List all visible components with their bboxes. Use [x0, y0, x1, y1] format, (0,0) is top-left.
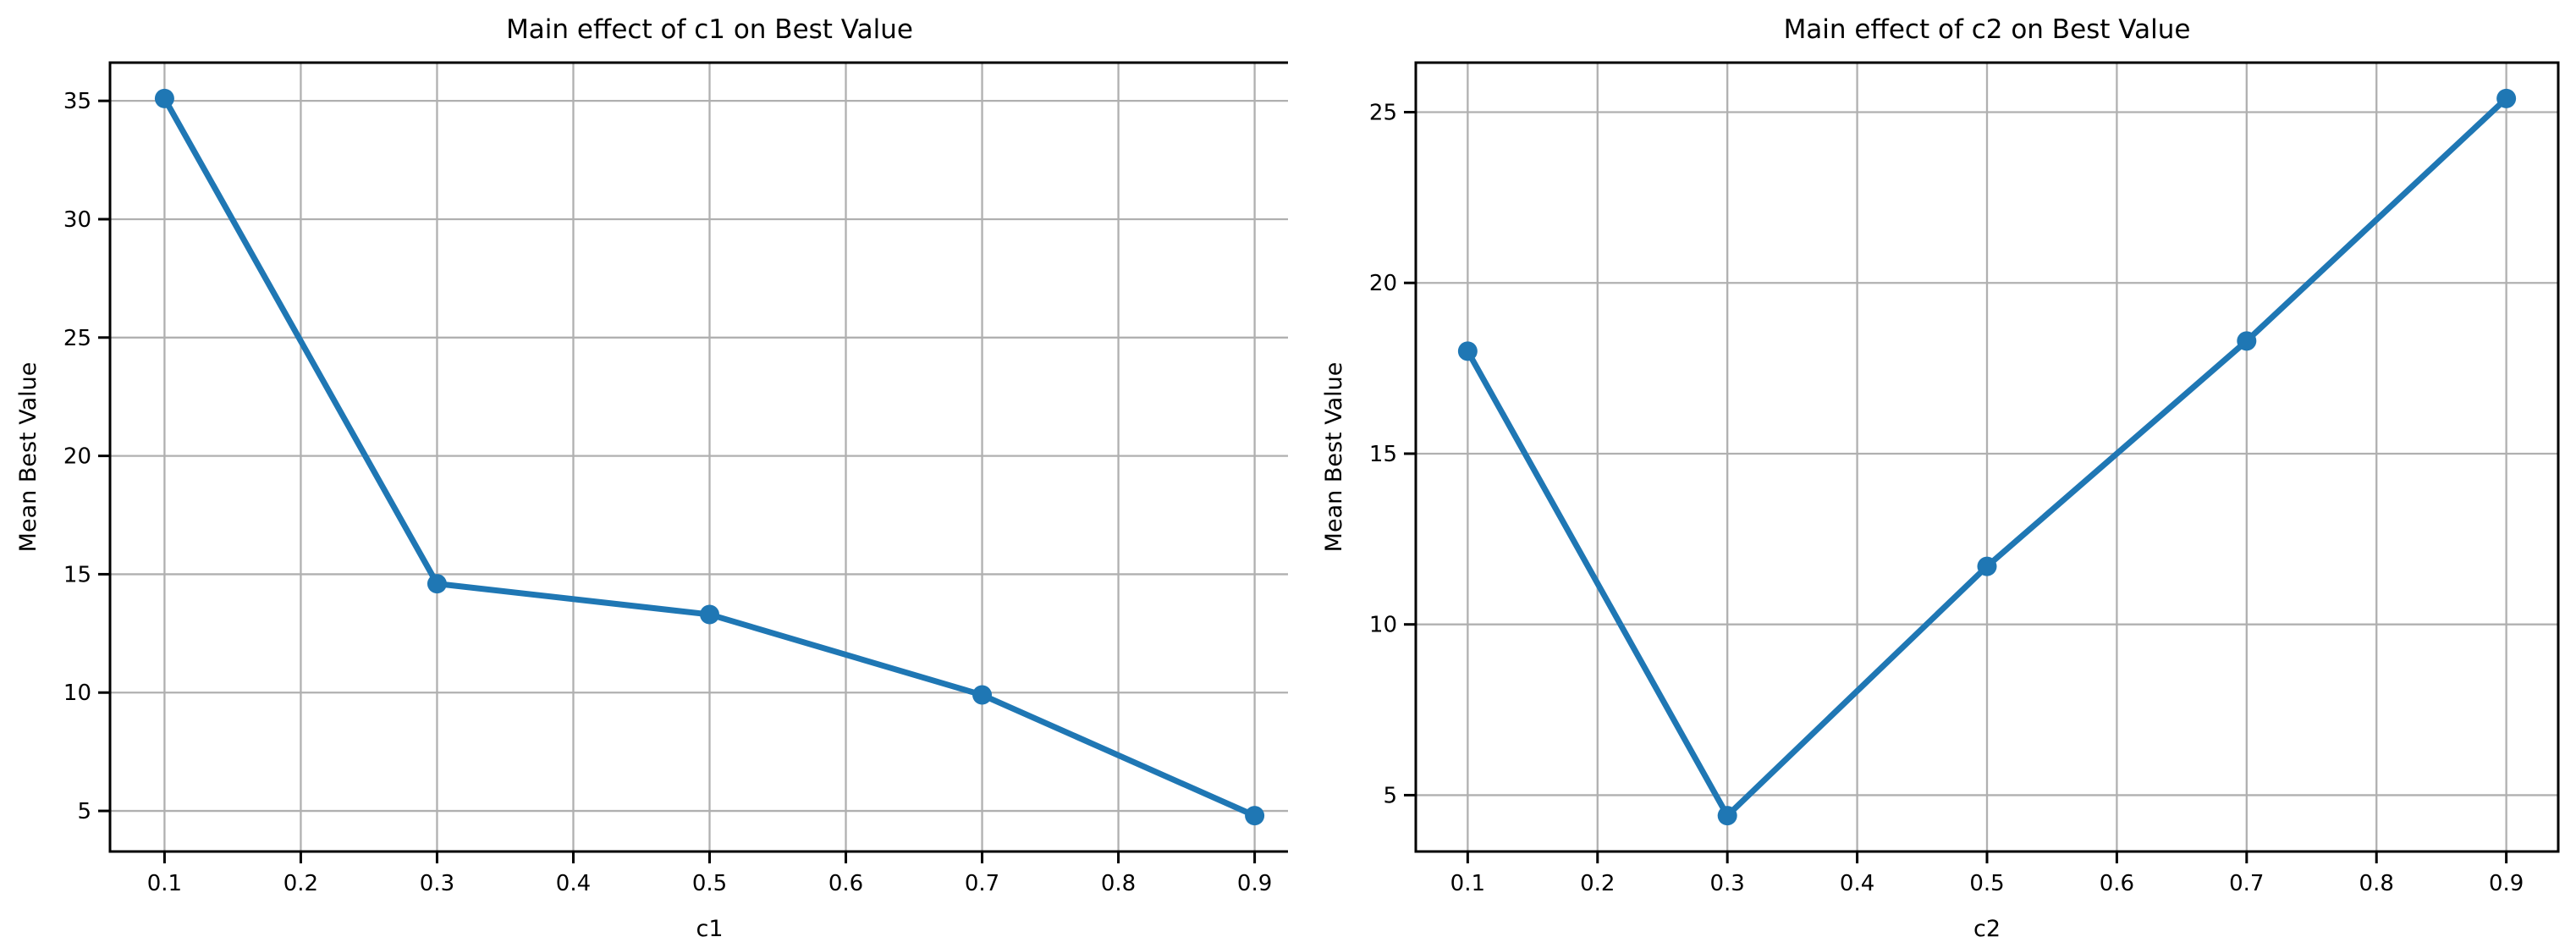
y-tick-label: 25: [63, 326, 91, 351]
y-tick-label: 20: [63, 444, 91, 470]
chart-c1: 0.1 0.2 0.3 0.4 0.5 0.6 0.7 0.8 0.9 5 10 15 20 25 30 35…: [15, 14, 1288, 942]
data-point-marker: [2496, 88, 2517, 108]
x-tick-label: 0.7: [2229, 871, 2264, 896]
x-tick-label: 0.4: [1840, 871, 1874, 896]
data-point-marker: [427, 574, 447, 594]
axis-title: Main effect of c1 on Best Value: [506, 14, 913, 45]
y-tick-label: 30: [63, 207, 91, 233]
x-tick-label: 0.5: [692, 871, 727, 896]
x-tick-label: 0.9: [2489, 871, 2524, 896]
y-tick-label: 15: [63, 562, 91, 587]
x-tick-label: 0.2: [283, 871, 318, 896]
axes-frame: [108, 61, 1288, 853]
y-tick-label: 5: [1383, 783, 1397, 808]
y-tick-label: 20: [1369, 271, 1397, 296]
x-tick-label: 0.9: [1237, 871, 1272, 896]
subplot-c1: 0.1 0.2 0.3 0.4 0.5 0.6 0.7 0.8 0.9 5 10 15 20 25 30 35…: [15, 14, 1288, 942]
x-tick-label: 0.1: [1450, 871, 1485, 896]
data-point-marker: [700, 604, 719, 625]
x-tick-label: 0.3: [420, 871, 454, 896]
x-tick-label: 0.7: [965, 871, 999, 896]
y-tick-label: 5: [77, 799, 91, 824]
x-tick-label: 0.4: [556, 871, 591, 896]
data-point-marker: [1977, 556, 1997, 576]
x-axis-label: c1: [696, 916, 723, 942]
x-tick-label: 0.5: [1969, 871, 2004, 896]
data-point-marker: [1717, 806, 1737, 826]
x-tick-label: 0.2: [1580, 871, 1615, 896]
subplot-c2: 0.1 0.2 0.3 0.4 0.5 0.6 0.7 0.8 0.9 5 10 15 20 25 Main…: [1288, 0, 2576, 948]
data-point-marker: [2237, 331, 2257, 351]
data-point-marker: [1457, 341, 1478, 361]
x-tick-label: 0.1: [147, 871, 182, 896]
x-tick-label: 0.3: [1710, 871, 1745, 896]
y-axis-label: Mean Best Value: [15, 362, 41, 553]
axis-title: Main effect of c2 on Best Value: [1784, 14, 2191, 45]
x-tick-label: 0.6: [2100, 871, 2134, 896]
chart-c2: 0.1 0.2 0.3 0.4 0.5 0.6 0.7 0.8 0.9 5 10 15 20 25 Main…: [1321, 14, 2560, 942]
data-point-marker: [972, 685, 993, 705]
y-tick-label: 10: [63, 681, 91, 706]
data-point-marker: [1245, 806, 1265, 826]
y-axis-label: Mean Best Value: [1321, 362, 1347, 553]
y-tick-label: 15: [1369, 442, 1397, 467]
x-tick-label: 0.8: [1101, 871, 1136, 896]
data-point-marker: [154, 88, 174, 108]
x-axis-label: c2: [1973, 916, 2001, 942]
y-tick-label: 10: [1369, 613, 1397, 638]
y-tick-label: 25: [1369, 101, 1397, 126]
x-tick-label: 0.6: [828, 871, 863, 896]
x-tick-label: 0.8: [2359, 871, 2394, 896]
y-tick-label: 35: [63, 89, 91, 114]
